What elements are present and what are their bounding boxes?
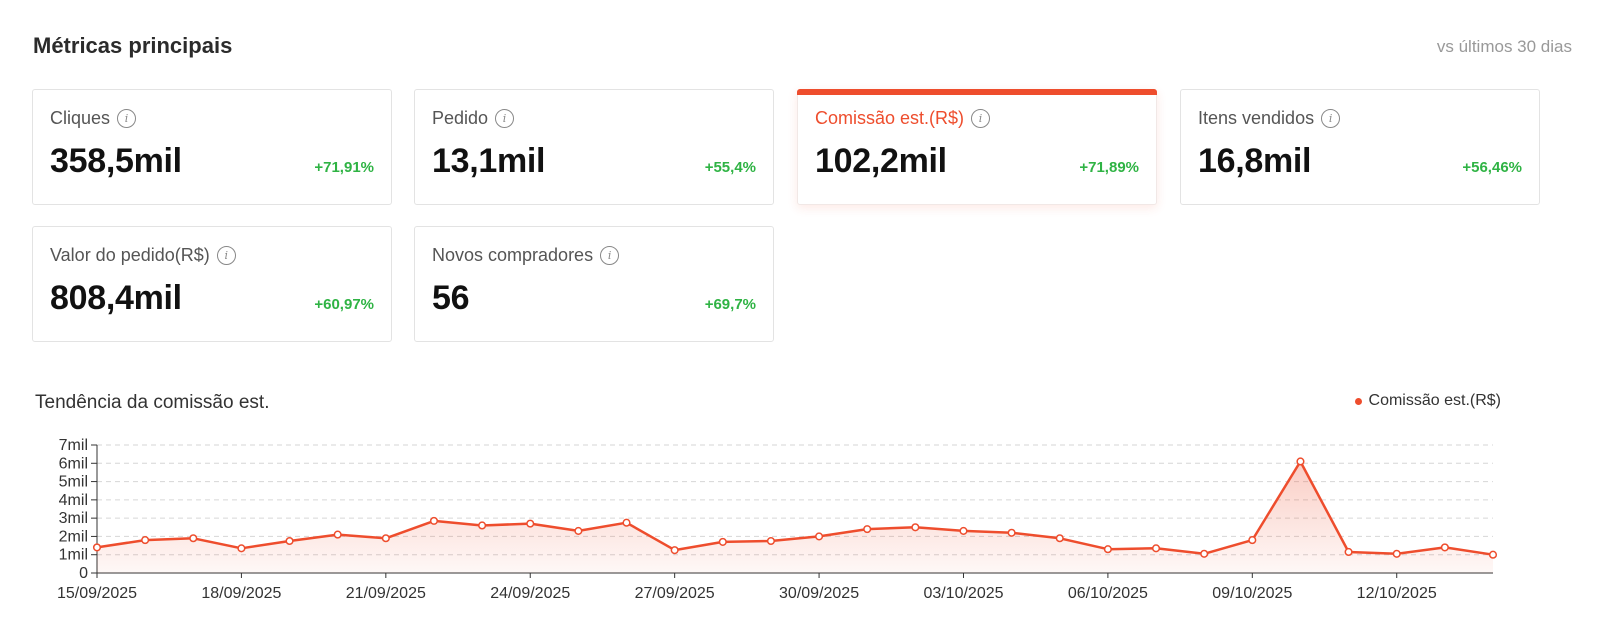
data-point (622, 518, 631, 527)
metric-label: Itens vendidos i (1198, 108, 1341, 129)
x-tick-label: 24/09/2025 (490, 585, 570, 602)
info-icon[interactable]: i (216, 246, 236, 265)
data-point (1248, 536, 1257, 545)
metric-change: +55,4% (704, 159, 756, 176)
x-tick-label: 15/09/2025 (57, 585, 137, 602)
y-tick-label: 3mil (59, 510, 88, 527)
data-point (333, 530, 342, 539)
data-point (1055, 534, 1064, 543)
legend-marker (1354, 397, 1362, 405)
metric-label: Cliques i (50, 108, 137, 129)
metric-value: 358,5mil (50, 142, 182, 180)
y-tick-label: 4mil (59, 492, 88, 509)
data-point (959, 526, 968, 535)
metric-label: Pedido i (432, 108, 515, 129)
x-tick-label: 27/09/2025 (635, 585, 715, 602)
data-point (1296, 457, 1305, 466)
metric-card-cliques[interactable]: Cliques i 358,5mil +71,91% (32, 89, 392, 205)
info-icon[interactable]: i (117, 109, 137, 128)
data-point (574, 526, 583, 535)
data-point (1392, 549, 1401, 558)
metric-value: 102,2mil (815, 142, 947, 180)
info-icon[interactable]: i (971, 109, 991, 128)
data-point (863, 525, 872, 534)
metric-change: +71,91% (314, 159, 374, 176)
x-tick-label: 06/10/2025 (1068, 585, 1148, 602)
info-icon[interactable]: i (495, 109, 515, 128)
data-point (381, 534, 390, 543)
info-icon[interactable]: i (1321, 109, 1341, 128)
metric-change: +69,7% (704, 296, 756, 313)
data-point (92, 543, 102, 552)
metric-card-pedido[interactable]: Pedido i 13,1mil +55,4% (414, 89, 774, 205)
y-tick-label: 6mil (59, 455, 88, 472)
metric-card-valor-pedido[interactable]: Valor do pedido(R$) i 808,4mil +60,97% (32, 226, 392, 342)
section-title: Métricas principais (33, 33, 233, 58)
data-point (1007, 528, 1016, 537)
metric-change: +60,97% (314, 296, 374, 313)
chart-title: Tendência da comissão est. (35, 392, 270, 413)
data-point (766, 536, 775, 546)
metric-label: Valor do pedido(R$) i (50, 245, 236, 266)
data-point (1488, 550, 1498, 559)
metric-value: 56 (432, 279, 470, 317)
x-tick-label: 12/10/2025 (1357, 585, 1437, 602)
metric-card-comissao[interactable]: Comissão est.(R$) i 102,2mil +71,89% (797, 89, 1157, 205)
metric-value: 808,4mil (50, 279, 182, 317)
legend-label: Comissão est.(R$) (1368, 392, 1501, 409)
data-point (429, 516, 439, 525)
data-point (911, 523, 920, 532)
metric-change: +56,46% (1462, 159, 1522, 176)
metric-change: +71,89% (1079, 159, 1139, 176)
data-point (141, 536, 150, 545)
y-tick-label: 1mil (59, 547, 88, 564)
series-area (97, 461, 1493, 573)
y-tick-label: 5mil (59, 474, 88, 491)
data-point (1200, 549, 1209, 558)
series-line (96, 460, 1494, 556)
data-point (1151, 544, 1161, 553)
data-point (1103, 545, 1112, 554)
data-point (526, 519, 535, 528)
comparison-period: vs últimos 30 dias (1436, 37, 1572, 56)
data-point (237, 544, 246, 553)
x-tick-label: 09/10/2025 (1212, 585, 1292, 602)
data-point (189, 534, 198, 543)
metric-value: 13,1mil (432, 142, 546, 180)
x-tick-label: 30/09/2025 (779, 585, 859, 602)
data-point (478, 521, 487, 530)
y-tick-label: 0 (79, 565, 88, 582)
metric-label: Comissão est.(R$) i (815, 108, 991, 129)
data-point (670, 546, 679, 555)
x-tick-label: 18/09/2025 (201, 585, 281, 602)
info-icon[interactable]: i (600, 246, 620, 265)
data-point (815, 532, 824, 541)
data-point (1440, 543, 1449, 552)
metric-value: 16,8mil (1198, 142, 1312, 180)
metric-card-novos-compradores[interactable]: Novos compradores i 56 +69,7% (414, 226, 774, 342)
data-point (1344, 547, 1353, 557)
metric-card-itens-vendidos[interactable]: Itens vendidos i 16,8mil +56,46% (1180, 89, 1540, 205)
x-tick-label: 03/10/2025 (923, 585, 1003, 602)
metric-label: Novos compradores i (432, 245, 620, 266)
data-point (285, 536, 294, 546)
x-tick-label: 21/09/2025 (346, 585, 426, 602)
chart-legend[interactable]: Comissão est.(R$) (1354, 392, 1501, 410)
y-tick-label: 2mil (59, 528, 88, 545)
data-point (718, 537, 727, 546)
y-tick-label: 7mil (59, 437, 88, 454)
